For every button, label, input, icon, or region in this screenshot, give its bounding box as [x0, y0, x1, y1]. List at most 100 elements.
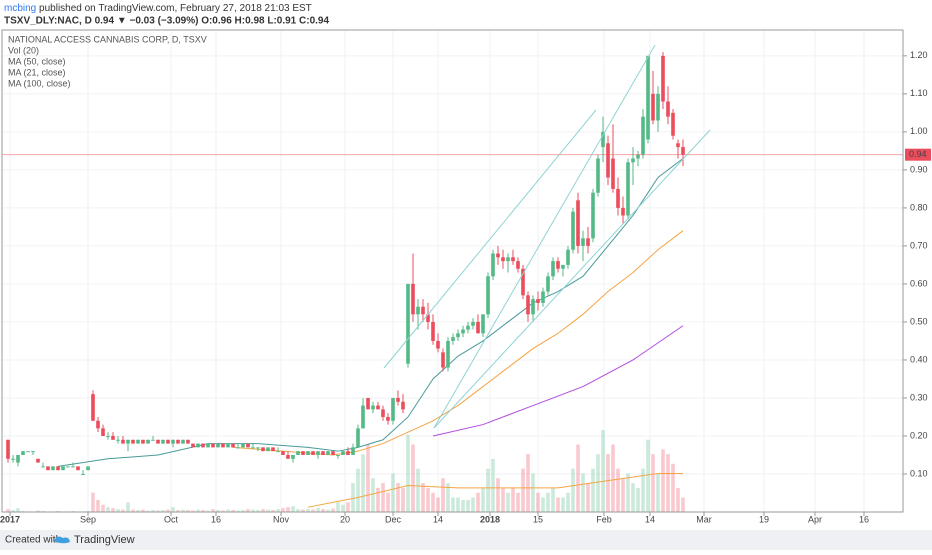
candle-body	[331, 451, 335, 455]
volume-bar	[96, 500, 100, 512]
x-tick-label: 20	[340, 514, 350, 524]
candle-body	[326, 451, 330, 455]
candle-body	[176, 440, 180, 444]
candle-body	[291, 455, 295, 459]
volume-bar	[421, 483, 425, 512]
candle-body	[486, 276, 490, 314]
volume-bar	[286, 507, 290, 512]
candle-body	[501, 257, 505, 261]
volume-bar	[126, 502, 130, 512]
candle-body	[366, 398, 370, 409]
candle-body	[11, 459, 15, 460]
candle-body	[161, 440, 165, 444]
candle-body	[21, 451, 25, 455]
volume-bar	[291, 506, 295, 512]
volume-bar	[536, 493, 540, 512]
candle-body	[506, 257, 510, 261]
volume-bar	[411, 445, 415, 512]
candle-body	[681, 147, 685, 155]
footer-bar	[0, 530, 932, 550]
candle-body	[346, 451, 350, 455]
candle-body	[186, 440, 190, 444]
y-tick-label: 0.70	[910, 240, 928, 250]
candle-body	[286, 455, 290, 459]
candle-body	[351, 447, 355, 455]
y-tick-label: 0.80	[910, 202, 928, 212]
candle-body	[146, 440, 150, 444]
volume-bar	[376, 488, 380, 512]
candle-body	[421, 307, 425, 315]
volume-bar	[666, 454, 670, 512]
candle-body	[646, 56, 650, 140]
candle-body	[516, 261, 520, 269]
volume-bar	[626, 473, 630, 512]
candle-body	[621, 208, 625, 216]
publisher[interactable]: mcbing	[4, 3, 36, 14]
candle-body	[461, 330, 465, 334]
candle-body	[571, 212, 575, 250]
candle-body	[81, 474, 85, 475]
candle-body	[121, 440, 125, 444]
volume-bar	[356, 469, 360, 512]
candle-body	[301, 451, 305, 455]
volume-bar	[406, 435, 410, 512]
volume-bar	[566, 493, 570, 512]
volume-bar	[676, 488, 680, 512]
volume-bar	[541, 498, 545, 512]
candle-body	[546, 276, 550, 291]
volume-bar	[471, 498, 475, 512]
candle-body	[371, 406, 375, 410]
volume-bar	[616, 469, 620, 512]
volume-bar	[516, 493, 520, 512]
volume-bar	[621, 478, 625, 512]
candle-body	[136, 440, 140, 444]
volume-bar	[486, 469, 490, 512]
volume-bar	[331, 509, 335, 512]
candle-body	[586, 238, 590, 246]
candle-body	[116, 440, 120, 441]
candle-body	[276, 451, 280, 452]
volume-bar	[511, 488, 515, 512]
volume-bar	[391, 473, 395, 512]
candle-body	[171, 440, 175, 444]
footer-brand[interactable]: TradingView	[74, 534, 135, 546]
candle-body	[166, 440, 170, 444]
candle-body	[281, 451, 285, 455]
volume-bar	[491, 459, 495, 512]
candle-body	[451, 337, 455, 341]
volume-bar	[366, 445, 370, 512]
candle-body	[521, 269, 525, 296]
published: published on TradingView.com, February 2…	[39, 3, 312, 14]
candle-body	[566, 250, 570, 265]
volume-bar	[386, 493, 390, 512]
candle-body	[376, 406, 380, 410]
x-tick-label: 2017	[0, 514, 20, 524]
volume-bar	[401, 488, 405, 512]
candle-body	[256, 447, 260, 448]
candle-body	[76, 466, 80, 470]
y-tick-label: 0.50	[910, 316, 928, 326]
volume-bar	[451, 498, 455, 512]
symbol-line: TSXV_DLY:NAC, D 0.94 ▼ −0.03 (−3.09%) O:…	[4, 16, 329, 27]
y-tick-label: 0.30	[910, 392, 928, 402]
volume-bar	[16, 508, 20, 512]
y-tick-label: 1.00	[910, 126, 928, 136]
candle-body	[311, 451, 315, 455]
volume-bar	[671, 464, 675, 512]
volume-bar	[576, 445, 580, 512]
candle-body	[446, 341, 450, 368]
candle-body	[611, 158, 615, 188]
candle-body	[536, 299, 540, 303]
candle-body	[641, 117, 645, 155]
volume-bar	[456, 498, 460, 512]
candle-body	[36, 459, 40, 463]
candle-body	[481, 314, 485, 333]
candle-body	[656, 94, 660, 121]
x-tick-label: 16	[211, 514, 221, 524]
candle-body	[511, 257, 515, 261]
volume-bar	[636, 488, 640, 512]
x-tick-label: Nov	[273, 514, 290, 524]
volume-bar	[596, 454, 600, 512]
volume-bar	[591, 469, 595, 512]
